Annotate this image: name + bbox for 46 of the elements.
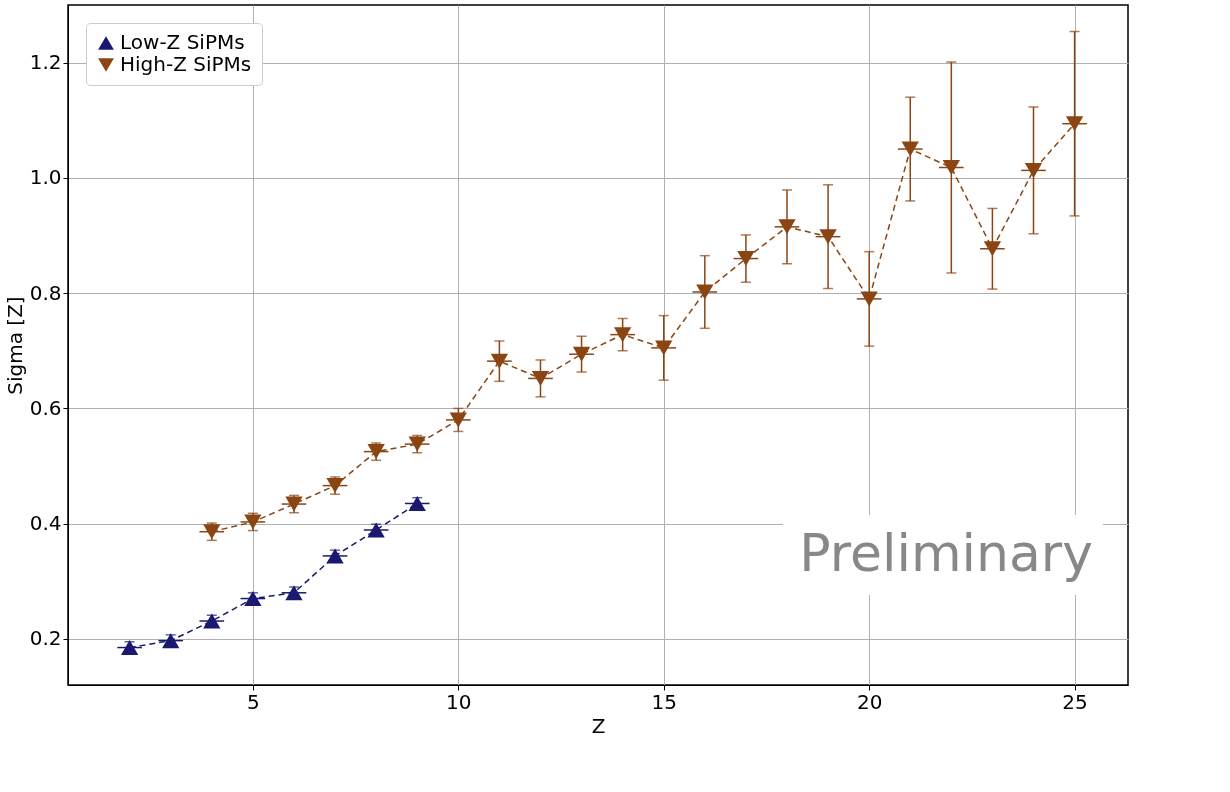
y-tick-label: 0.2 (29, 626, 62, 651)
x-tick-label: 15 (651, 689, 677, 714)
point (285, 496, 303, 512)
legend-label: High-Z SiPMs (120, 52, 252, 76)
point (120, 640, 139, 656)
y-tick-label: 0.4 (29, 511, 62, 536)
point (901, 141, 919, 157)
point (367, 444, 385, 460)
x-tick-label: 20 (856, 689, 883, 714)
x-tick-label: 10 (446, 689, 472, 714)
y-tick-label: 1.2 (29, 50, 62, 75)
point (162, 633, 180, 649)
annotation: Preliminary (799, 523, 1093, 583)
point (490, 353, 509, 369)
point (655, 340, 673, 356)
point (203, 524, 221, 540)
point (531, 370, 550, 386)
point (737, 251, 755, 267)
point (285, 585, 303, 601)
point (572, 346, 591, 362)
point (244, 591, 262, 607)
point (860, 291, 878, 307)
point (696, 284, 714, 300)
y-tick-label: 0.6 (29, 395, 62, 420)
x-tick-label: 5 (247, 689, 260, 714)
point (244, 514, 262, 530)
point (613, 327, 632, 343)
point (408, 495, 426, 511)
point (326, 478, 344, 494)
point (1024, 162, 1043, 178)
y-axis-title: Sigma [Z] (2, 296, 27, 395)
y-tick-label: 0.8 (29, 280, 62, 305)
legend-label: Low-Z SiPMs (120, 30, 245, 54)
point (449, 412, 467, 428)
point (778, 219, 796, 235)
point (408, 436, 426, 452)
point (326, 548, 344, 564)
point (1065, 116, 1084, 132)
point (819, 229, 837, 245)
y-tick-label: 1.0 (29, 165, 62, 190)
x-tick-label: 25 (1062, 689, 1088, 714)
point (203, 613, 221, 629)
point (983, 241, 1002, 257)
x-axis-title: Z (591, 713, 606, 738)
point (367, 522, 385, 538)
point (942, 160, 960, 176)
